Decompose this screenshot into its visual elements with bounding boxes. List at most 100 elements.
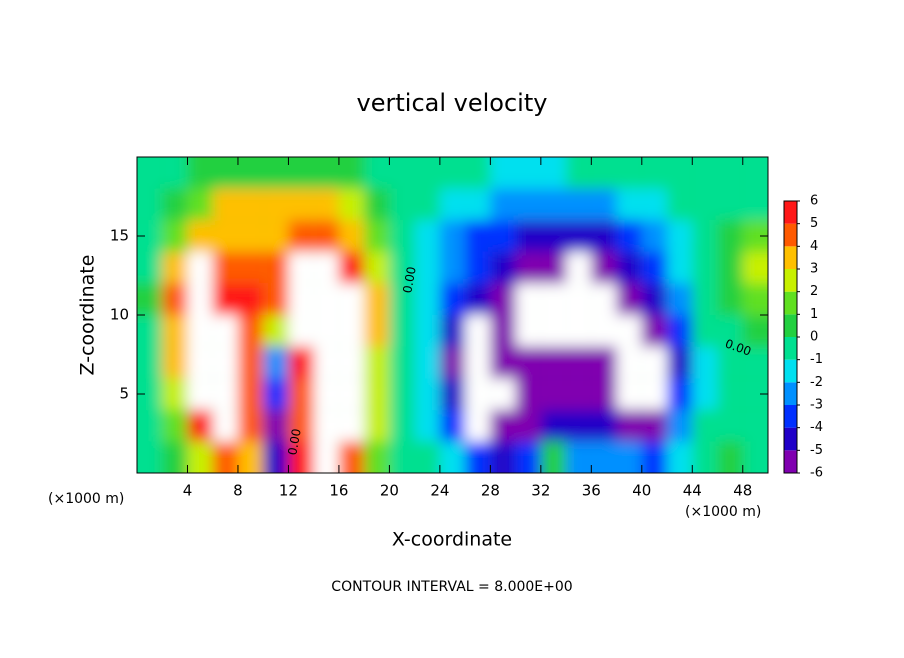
- colorbar-swatch: [784, 223, 797, 247]
- axes: 4 8 12 16 20 24 28 32 36 40 44 48510150.000.000.00-…: [110, 156, 823, 500]
- field-cell: [162, 188, 188, 221]
- field-cell: [414, 409, 440, 442]
- field-cell: [490, 346, 516, 379]
- x-tick-label: 8: [233, 482, 243, 500]
- field-cell: [212, 188, 238, 221]
- field-cell: [540, 157, 567, 189]
- field-cell: [717, 441, 743, 473]
- field-cell: [187, 315, 213, 347]
- field-cell: [237, 378, 264, 410]
- field-cell: [313, 378, 339, 410]
- colorbar-swatch: [784, 427, 797, 451]
- field-cell: [439, 409, 466, 442]
- field-cell: [591, 157, 617, 189]
- field-cell: [414, 157, 440, 189]
- field-cell: [439, 157, 466, 189]
- field-cell: [616, 283, 642, 315]
- field-cell: [566, 315, 592, 347]
- field-cell: [540, 315, 567, 347]
- field-cell: [162, 157, 188, 189]
- y-unit-label: (×1000 m): [685, 504, 761, 520]
- colorbar-label: -6: [810, 466, 823, 481]
- field-cell: [237, 251, 264, 284]
- field-cell: [389, 441, 415, 473]
- field-cell: [288, 251, 314, 284]
- x-tick-label: 48: [733, 482, 752, 500]
- colorbar-swatch: [784, 337, 797, 360]
- field-cell: [616, 346, 642, 379]
- field-cell: [313, 188, 339, 221]
- y-tick-label: 10: [110, 306, 129, 324]
- colorbar-swatch: [784, 201, 797, 224]
- field-cell: [692, 409, 718, 442]
- field-cell: [742, 346, 768, 379]
- field-cell: [616, 220, 642, 252]
- field-cell: [364, 441, 390, 473]
- field-cell: [667, 409, 693, 442]
- field-cell: [465, 283, 491, 315]
- field-cell: [338, 441, 365, 473]
- field-cell: [313, 283, 339, 315]
- colorbar-label: 2: [810, 284, 818, 299]
- y-tick-label: 5: [119, 385, 129, 403]
- field-cell: [389, 378, 415, 410]
- colorbar-swatch: [784, 269, 797, 292]
- field-cell: [439, 378, 466, 410]
- field-cell: [187, 441, 213, 473]
- field-cell: [515, 283, 541, 315]
- x-tick-label: 20: [380, 482, 399, 500]
- field-cell: [137, 315, 163, 347]
- field-cell: [566, 220, 592, 252]
- field-cell: [389, 220, 415, 252]
- field-cell: [389, 188, 415, 221]
- field-cell: [742, 283, 768, 315]
- field-cell: [187, 157, 213, 189]
- field-cell: [616, 251, 642, 284]
- field-cell: [641, 220, 668, 252]
- field-cell: [465, 315, 491, 347]
- field-cell: [591, 346, 617, 379]
- colorbar-label: 1: [810, 307, 818, 322]
- field-cell: [212, 315, 238, 347]
- field-cell: [742, 188, 768, 221]
- colorbar-swatch: [784, 314, 797, 337]
- field-cell: [566, 346, 592, 379]
- colorbar-label: -5: [810, 443, 823, 458]
- field-cell: [591, 441, 617, 473]
- field-cell: [465, 220, 491, 252]
- field-cell: [515, 346, 541, 379]
- field-cell: [313, 315, 339, 347]
- field-cell: [338, 378, 365, 410]
- field-cell: [313, 441, 339, 473]
- field-cell: [237, 188, 264, 221]
- field-cell: [566, 378, 592, 410]
- field-cell: [237, 441, 264, 473]
- field-cell: [439, 220, 466, 252]
- field-cell: [288, 346, 314, 379]
- field-cell: [162, 283, 188, 315]
- field-cell: [667, 220, 693, 252]
- field-cell: [288, 188, 314, 221]
- field-cell: [465, 157, 491, 189]
- field-cell: [591, 220, 617, 252]
- field-cell: [237, 346, 264, 379]
- field-cell: [364, 378, 390, 410]
- field-cell: [465, 346, 491, 379]
- field-cell: [263, 409, 289, 442]
- field-cell: [137, 283, 163, 315]
- colorbar-swatch: [784, 405, 797, 428]
- field-cell: [641, 346, 668, 379]
- field-cell: [414, 188, 440, 221]
- colorbar-swatch: [784, 450, 797, 473]
- field-cell: [389, 251, 415, 284]
- field-cell: [364, 315, 390, 347]
- field-cell: [692, 251, 718, 284]
- field-cell: [338, 283, 365, 315]
- field-cell: [439, 188, 466, 221]
- field-cell: [137, 409, 163, 442]
- field-cell: [566, 409, 592, 442]
- field-cell: [490, 378, 516, 410]
- field-cell: [137, 346, 163, 379]
- field-cell: [162, 441, 188, 473]
